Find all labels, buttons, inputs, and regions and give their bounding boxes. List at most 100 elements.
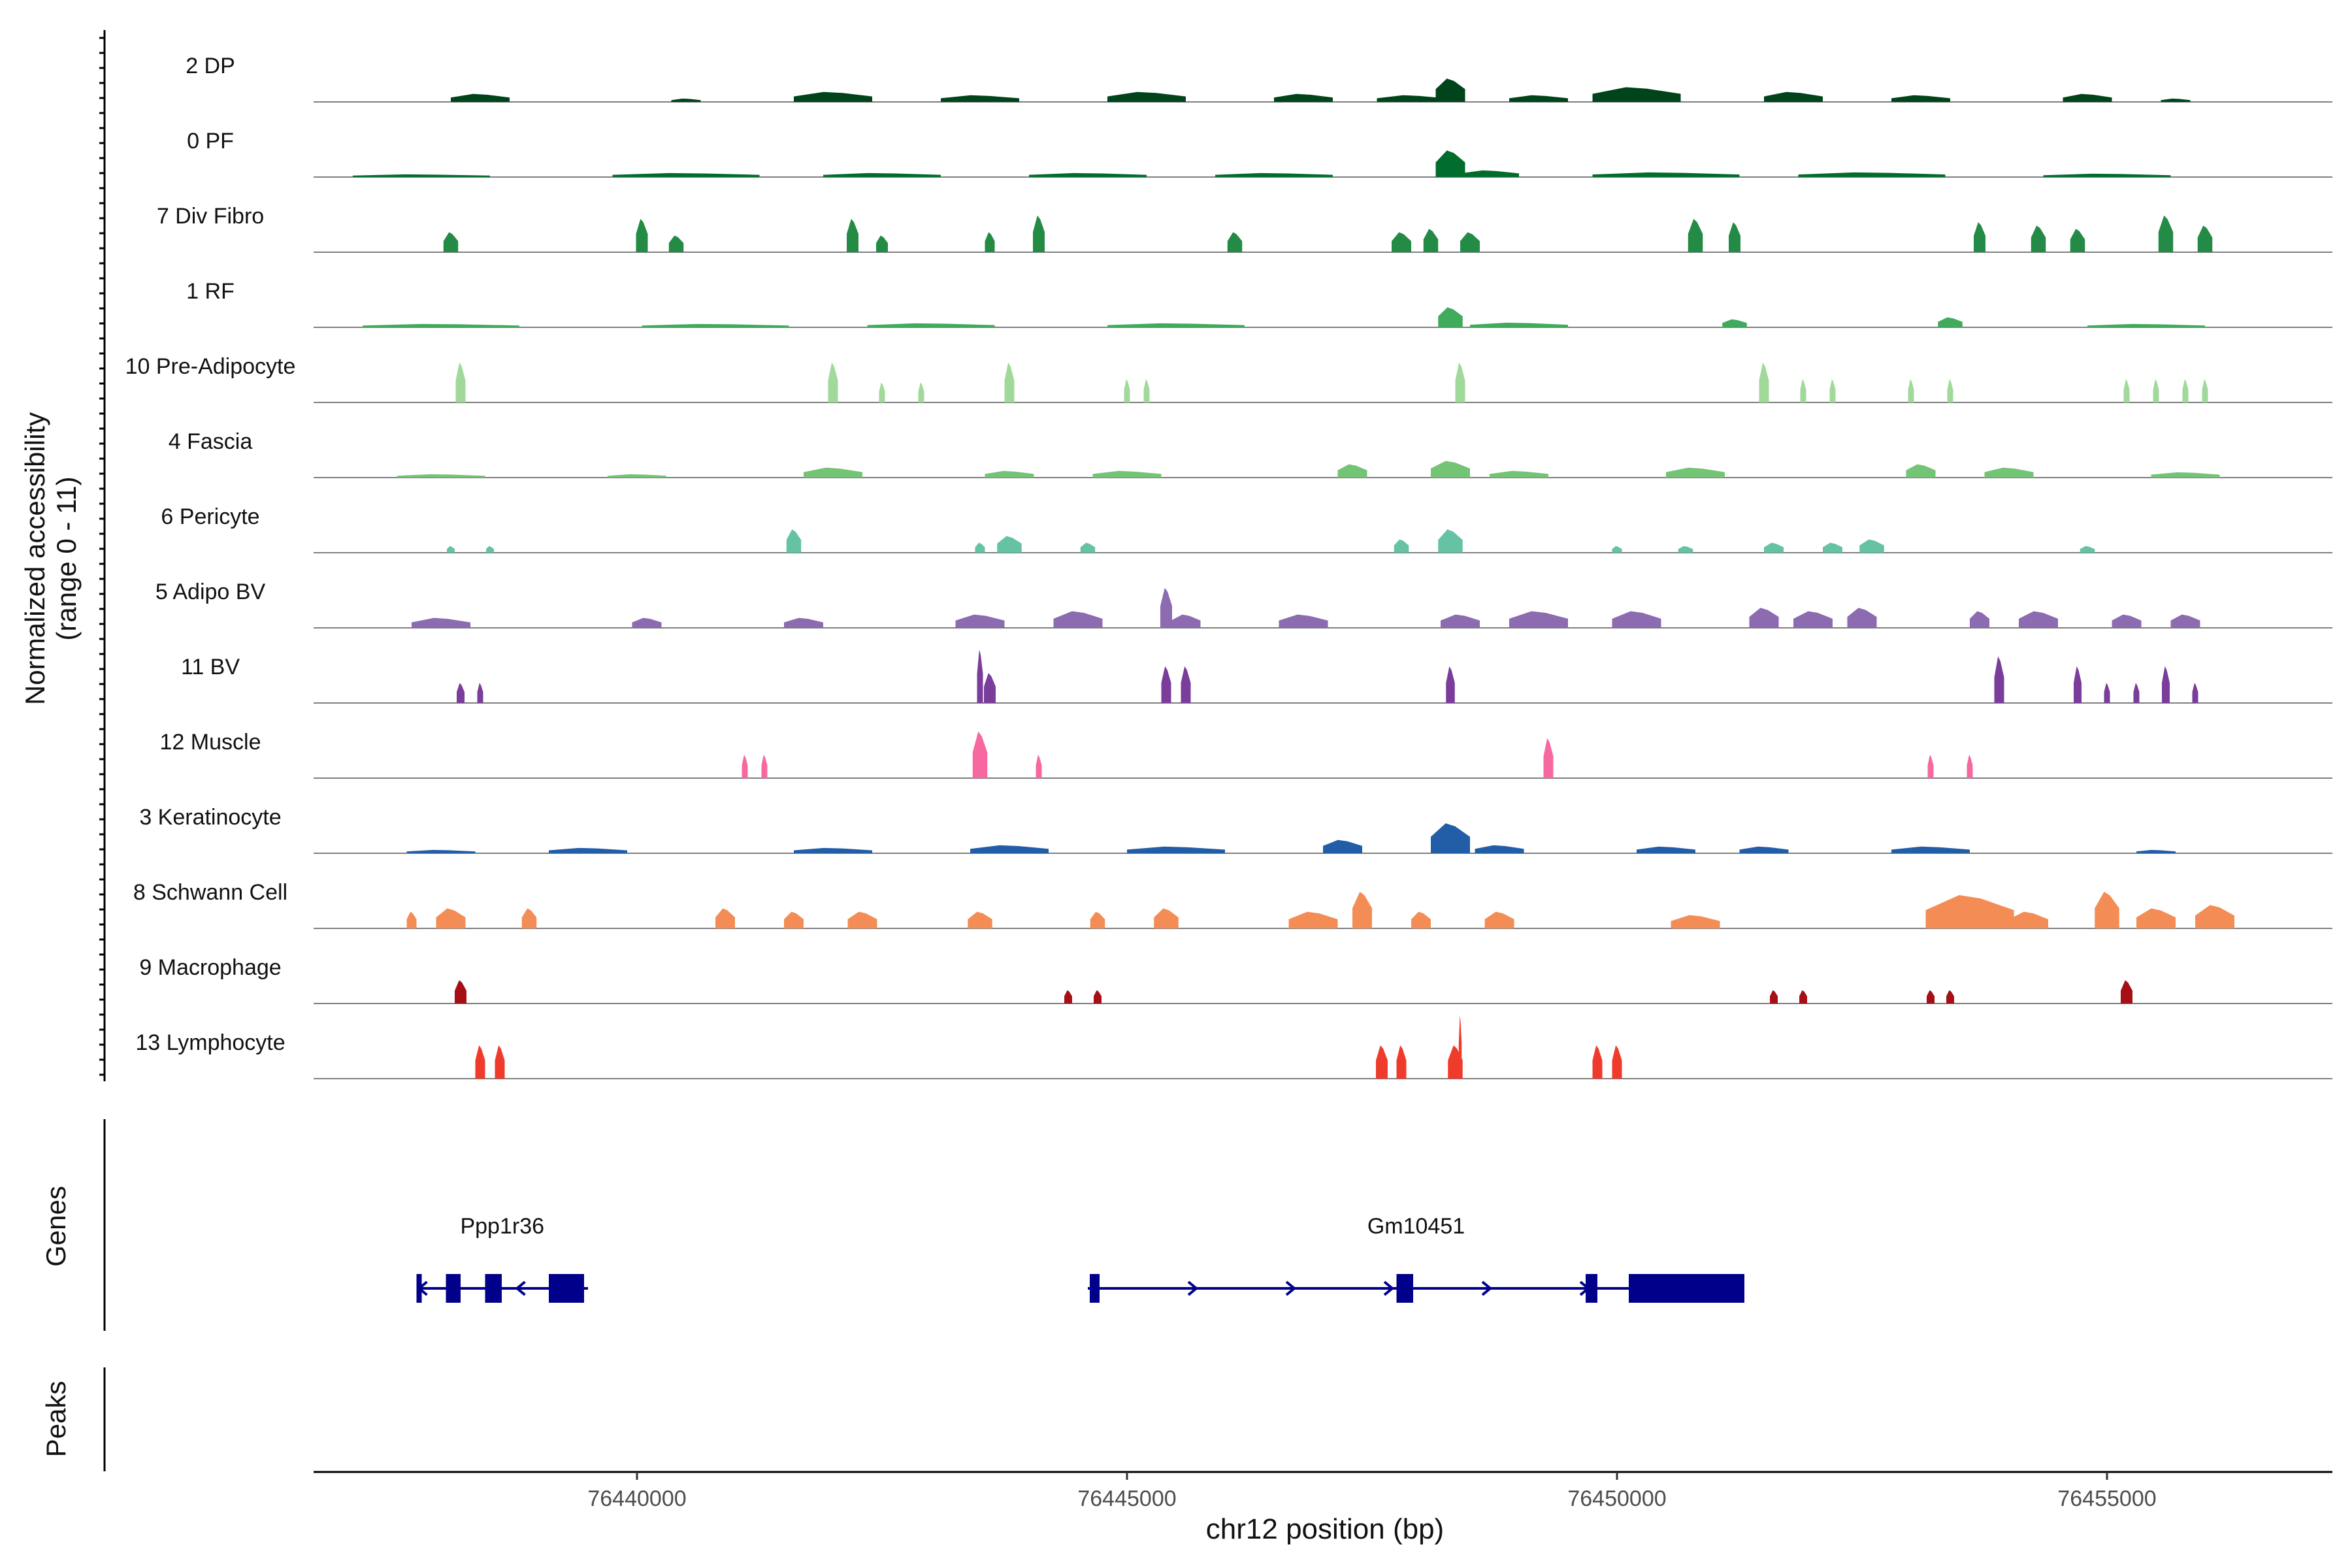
- coverage-peak: [1543, 738, 1554, 778]
- coverage-peak: [1431, 461, 1470, 478]
- coverage-peak: [1124, 379, 1130, 402]
- coverage-peak: [2136, 908, 2176, 928]
- coverage-peak: [786, 529, 802, 553]
- coverage-peak: [1029, 172, 1147, 177]
- coverage-peak: [1859, 539, 1884, 553]
- track-12: 8 Schwann Cell: [133, 880, 2332, 929]
- coverage-peak: [1891, 846, 1970, 853]
- coverage-peak: [397, 474, 485, 478]
- coverage-peak: [668, 235, 684, 252]
- track-label: 11 BV: [181, 655, 240, 679]
- coverage-peak: [1823, 542, 1842, 553]
- coverage-peak: [1423, 229, 1439, 252]
- coverage-peak: [486, 546, 494, 553]
- coverage-peak: [1994, 656, 2004, 703]
- coverage-peak: [1438, 307, 1463, 327]
- track-5: 10 Pre-Adipocyte: [125, 354, 2332, 403]
- coverage-peak: [1793, 611, 1833, 628]
- strand-arrow: [1383, 1281, 1395, 1296]
- coverage-peak: [1064, 990, 1072, 1004]
- x-tick-label: 76445000: [1077, 1486, 1176, 1511]
- coverage-peak: [1470, 322, 1568, 327]
- coverage-peak: [847, 911, 877, 928]
- track-label: 8 Schwann Cell: [133, 880, 287, 905]
- coverage-peak: [1612, 1045, 1622, 1079]
- coverage-peak: [2197, 225, 2213, 252]
- coverage-peak: [2161, 98, 2191, 102]
- x-axis-ticks: 76440000 76445000 76450000 76455000: [587, 1472, 2157, 1511]
- coverage-peak: [406, 849, 476, 853]
- coverage-peak: [997, 536, 1022, 553]
- coverage-peak: [2170, 614, 2200, 628]
- coverage-peak: [1800, 379, 1806, 402]
- track-2: 0 PF: [187, 129, 2332, 178]
- coverage-peak: [1509, 95, 1568, 102]
- coverage-peak: [1107, 91, 1186, 102]
- coverage-peak: [353, 174, 490, 177]
- gene-name-label: Ppp1r36: [460, 1214, 544, 1239]
- coverage-peak: [447, 546, 455, 553]
- coverage-tracks: 2 DP 0 PF 7 Div Fibro 1 RF 10 Pre-Adipocyte 4…: [125, 54, 2332, 1079]
- coverage-peak: [715, 908, 735, 928]
- x-tick-label: 76450000: [1567, 1486, 1666, 1511]
- coverage-peak: [1090, 911, 1105, 928]
- coverage-peak: [632, 617, 662, 628]
- track-label: 13 Lymphocyte: [135, 1030, 285, 1055]
- coverage-peak: [1688, 219, 1703, 252]
- track-1: 2 DP: [186, 54, 2332, 103]
- coverage-peak: [1127, 846, 1225, 853]
- coverage-peak: [521, 908, 537, 928]
- coverage-peak: [1107, 323, 1245, 327]
- coverage-peak: [2070, 229, 2085, 252]
- coverage-peak: [1458, 1015, 1462, 1079]
- coverage-peak: [984, 673, 996, 703]
- strand-arrow: [515, 1281, 526, 1296]
- coverage-peak: [2104, 683, 2110, 703]
- peaks-panel-label: Peaks: [41, 1381, 71, 1458]
- coverage-peak: [2031, 225, 2046, 252]
- coverage-peak: [1722, 319, 1747, 327]
- coverage-peak: [1906, 464, 1936, 478]
- coverage-peak: [761, 755, 768, 778]
- coverage-peak: [2121, 980, 2132, 1004]
- coverage-peak: [823, 172, 941, 177]
- coverage-peak: [406, 911, 417, 928]
- coverage-peak: [475, 1045, 485, 1079]
- coverage-peak: [794, 847, 872, 853]
- coverage-peak: [828, 362, 838, 402]
- coverage-peak: [1729, 222, 1740, 252]
- coverage-peak: [2063, 93, 2112, 102]
- coverage-peak: [2074, 666, 2082, 703]
- coverage-peak: [970, 845, 1049, 853]
- gene-model: Gm10451: [1088, 1214, 1744, 1303]
- strand-arrow: [1187, 1281, 1199, 1296]
- exon-block: [1090, 1274, 1100, 1303]
- track-14: 13 Lymphocyte: [135, 1015, 2332, 1079]
- coverage-peak: [1352, 891, 1372, 928]
- coverage-peak: [1927, 755, 1934, 778]
- coverage-peak: [2192, 683, 2198, 703]
- track-label: 6 Pericyte: [161, 504, 259, 529]
- y-axis-label-line2: (range 0 - 11): [51, 476, 82, 640]
- coverage-peak: [1033, 215, 1045, 252]
- genes-panel-label: Genes: [41, 1186, 71, 1267]
- track-8: 5 Adipo BV: [155, 580, 2332, 629]
- track-4: 1 RF: [186, 279, 2332, 328]
- coverage-peak: [363, 323, 519, 327]
- coverage-peak: [1925, 895, 2014, 928]
- coverage-peak: [1984, 467, 2034, 478]
- exon-block: [1396, 1274, 1413, 1303]
- track-label: 2 DP: [186, 54, 235, 78]
- coverage-peak: [1829, 379, 1836, 402]
- coverage-peak: [1215, 172, 1333, 177]
- coverage-peak: [1171, 614, 1201, 628]
- coverage-peak: [1637, 846, 1695, 853]
- strand-arrow: [1285, 1281, 1297, 1296]
- coverage-peak: [612, 172, 760, 177]
- coverage-peak: [1970, 611, 1989, 628]
- coverage-peak: [1279, 614, 1328, 628]
- coverage-peak: [1376, 1045, 1388, 1079]
- coverage-peak: [1274, 93, 1333, 102]
- exon-block: [1586, 1274, 1597, 1303]
